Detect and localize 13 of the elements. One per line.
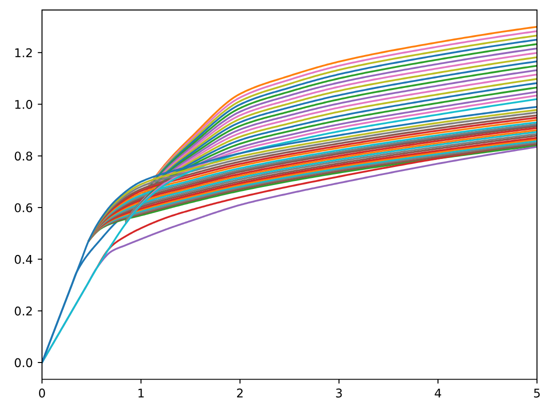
x-tick-label: 3 (336, 388, 342, 398)
x-tick-label: 4 (434, 388, 442, 398)
y-tick-label: 1.2 (15, 48, 32, 58)
x-tick-label: 2 (237, 388, 243, 398)
x-tick-label: 0 (38, 388, 46, 398)
y-tick-label: 0.8 (14, 152, 32, 161)
y-tick-label: 0.4 (14, 254, 32, 264)
y-tick-label: 0.6 (14, 203, 32, 212)
y-tick-label: 1.0 (15, 100, 32, 109)
y-tick-label: 0.2 (14, 306, 32, 316)
x-tick-label: 5 (534, 388, 540, 398)
y-tick-label: 0.0 (14, 358, 32, 368)
x-tick-label: 1 (138, 388, 144, 398)
